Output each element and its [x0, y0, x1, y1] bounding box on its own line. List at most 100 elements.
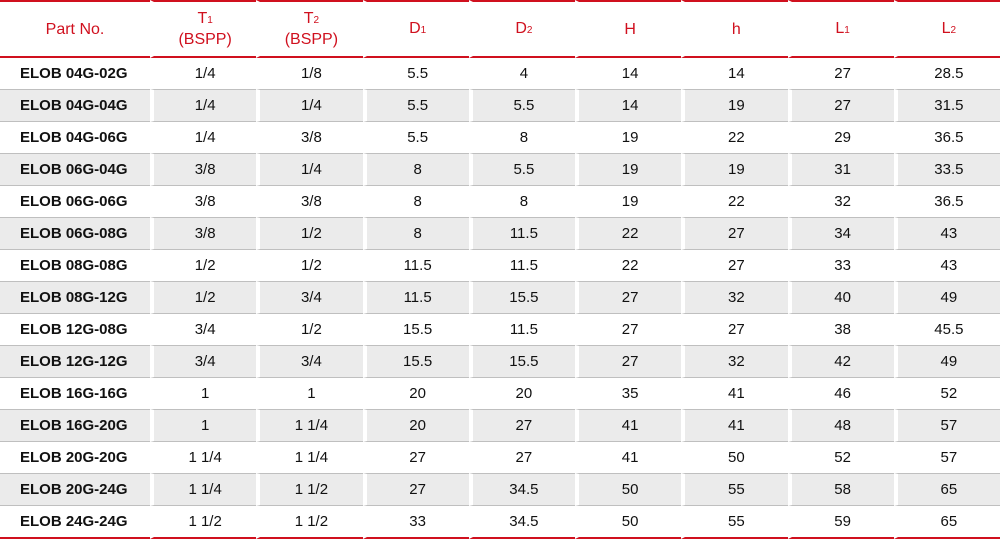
- table-row: ELOB 08G-08G 1/2 1/2 11.5 11.5 22 27 33 43: [0, 250, 1000, 282]
- table-cell: 19: [681, 154, 788, 186]
- table-cell: 27: [681, 314, 788, 346]
- table-cell: 1/2: [150, 282, 257, 314]
- header-main-text: L: [835, 19, 845, 37]
- table-cell: 41: [575, 442, 682, 474]
- table-row: ELOB 04G-04G 1/4 1/4 5.5 5.5 14 19 27 31.5: [0, 90, 1000, 122]
- table-cell: 3/8: [150, 218, 257, 250]
- table-cell: 27: [681, 218, 788, 250]
- table-cell: 59: [787, 506, 894, 539]
- part-number-cell: ELOB 04G-06G: [0, 122, 150, 154]
- table-cell: 34.5: [468, 506, 575, 539]
- table-cell: 5.5: [362, 90, 469, 122]
- part-number-cell: ELOB 16G-16G: [0, 378, 150, 410]
- table-cell: 3/8: [256, 186, 363, 218]
- table-cell: 1/4: [150, 90, 257, 122]
- table-cell: 43: [893, 250, 1000, 282]
- column-header-8: L2: [893, 0, 1000, 58]
- table-cell: 45.5: [893, 314, 1000, 346]
- column-header-4: D2: [468, 0, 575, 58]
- table-cell: 14: [575, 90, 682, 122]
- table-cell: 27: [681, 250, 788, 282]
- table-cell: 20: [362, 410, 469, 442]
- table-cell: 20: [468, 378, 575, 410]
- table-cell: 3/4: [150, 314, 257, 346]
- table-cell: 4: [468, 58, 575, 90]
- table-cell: 41: [681, 410, 788, 442]
- table-row: ELOB 12G-08G 3/4 1/2 15.5 11.5 27 27 38 45.5: [0, 314, 1000, 346]
- table-cell: 8: [468, 186, 575, 218]
- column-header-label: L2: [942, 19, 956, 40]
- table-cell: 34: [787, 218, 894, 250]
- header-main-text: D: [515, 19, 527, 37]
- table-cell: 15.5: [362, 346, 469, 378]
- table-cell: 1 1/4: [150, 442, 257, 474]
- table-cell: 22: [681, 122, 788, 154]
- table-cell: 55: [681, 474, 788, 506]
- table-cell: 42: [787, 346, 894, 378]
- header-main-text: L: [941, 19, 951, 37]
- table-cell: 22: [575, 218, 682, 250]
- table-cell: 22: [575, 250, 682, 282]
- table-cell: 1/2: [150, 250, 257, 282]
- table-cell: 19: [681, 90, 788, 122]
- table-cell: 1 1/4: [256, 442, 363, 474]
- table-cell: 41: [681, 378, 788, 410]
- part-number-cell: ELOB 12G-12G: [0, 346, 150, 378]
- table-cell: 34.5: [468, 474, 575, 506]
- table-row: ELOB 06G-04G 3/8 1/4 8 5.5 19 19 31 33.5: [0, 154, 1000, 186]
- table-cell: 41: [575, 410, 682, 442]
- column-header-label: H: [624, 20, 636, 39]
- table-cell: 1/2: [256, 314, 363, 346]
- table-cell: 1 1/2: [150, 506, 257, 539]
- table-cell: 48: [787, 410, 894, 442]
- table-row: ELOB 04G-02G 1/4 1/8 5.5 4 14 14 27 28.5: [0, 58, 1000, 90]
- table-cell: 5.5: [362, 58, 469, 90]
- table-cell: 1 1/2: [256, 506, 363, 539]
- table-cell: 3/8: [256, 122, 363, 154]
- table-cell: 52: [893, 378, 1000, 410]
- header-subscript: 2: [526, 24, 533, 36]
- column-header-label: D1: [409, 19, 426, 40]
- column-header-7: L1: [787, 0, 894, 58]
- table-cell: 1/4: [256, 90, 363, 122]
- header-subscript: 2: [313, 15, 320, 26]
- column-header-0: Part No.: [0, 0, 150, 58]
- part-number-cell: ELOB 20G-20G: [0, 442, 150, 474]
- table-cell: 11.5: [468, 218, 575, 250]
- column-header-label: h: [732, 20, 741, 39]
- column-header-label: L1: [835, 19, 849, 40]
- table-cell: 15.5: [468, 346, 575, 378]
- table-cell: 3/4: [256, 282, 363, 314]
- table-row: ELOB 04G-06G 1/4 3/8 5.5 8 19 22 29 36.5: [0, 122, 1000, 154]
- table-cell: 57: [893, 410, 1000, 442]
- table-cell: 27: [362, 442, 469, 474]
- table-cell: 11.5: [362, 282, 469, 314]
- table-cell: 1/4: [256, 154, 363, 186]
- table-cell: 15.5: [362, 314, 469, 346]
- table-cell: 14: [575, 58, 682, 90]
- table-cell: 38: [787, 314, 894, 346]
- table-cell: 50: [575, 506, 682, 539]
- table-cell: 29: [787, 122, 894, 154]
- header-second-line: (BSPP): [284, 31, 339, 48]
- table-cell: 19: [575, 186, 682, 218]
- table-cell: 8: [362, 154, 469, 186]
- header-main-text: Part No.: [45, 20, 105, 38]
- column-header-1: T1 (BSPP): [150, 0, 257, 58]
- table-cell: 15.5: [468, 282, 575, 314]
- column-header-3: D1: [362, 0, 469, 58]
- table-cell: 1: [256, 378, 363, 410]
- table-cell: 27: [362, 474, 469, 506]
- table-cell: 31.5: [893, 90, 1000, 122]
- part-number-cell: ELOB 08G-08G: [0, 250, 150, 282]
- table-cell: 27: [468, 410, 575, 442]
- column-header-5: H: [575, 0, 682, 58]
- table-cell: 11.5: [468, 250, 575, 282]
- table-cell: 11.5: [468, 314, 575, 346]
- table-cell: 3/4: [150, 346, 257, 378]
- table-cell: 19: [575, 154, 682, 186]
- table-cell: 40: [787, 282, 894, 314]
- table-row: ELOB 06G-08G 3/8 1/2 8 11.5 22 27 34 43: [0, 218, 1000, 250]
